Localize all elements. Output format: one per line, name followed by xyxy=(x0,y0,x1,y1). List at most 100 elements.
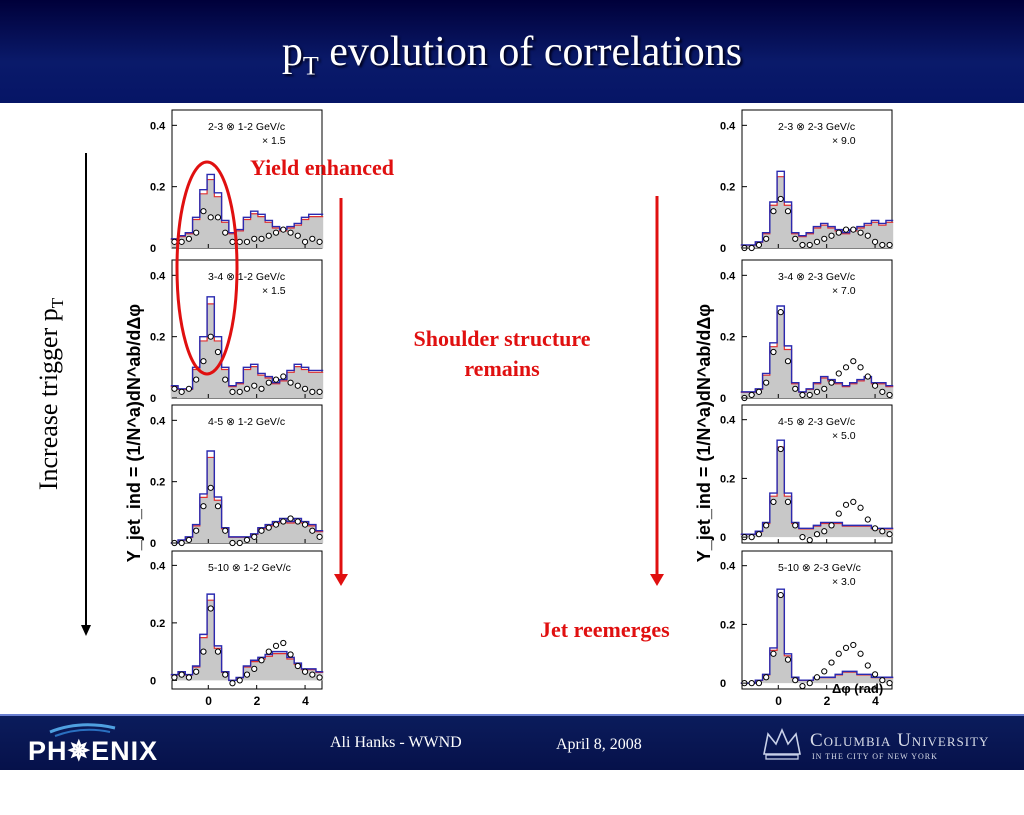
data-point xyxy=(193,527,200,534)
data-point xyxy=(850,498,857,505)
data-point xyxy=(229,539,236,547)
data-point xyxy=(200,358,207,365)
data-point xyxy=(287,379,294,386)
y-tick-label: 0.4 xyxy=(720,120,736,132)
data-point xyxy=(828,522,835,529)
panel-scale: × 1.5 xyxy=(262,285,286,297)
y-tick-label: 0 xyxy=(720,393,726,405)
data-point xyxy=(243,536,251,544)
y-tick-label: 0 xyxy=(720,532,726,544)
data-point xyxy=(178,539,185,547)
data-point xyxy=(178,388,185,395)
data-point xyxy=(864,232,871,239)
y-tick-label: 0.2 xyxy=(720,182,735,194)
x-tick-label: 2 xyxy=(824,694,831,708)
x-tick-label: 0 xyxy=(205,694,212,708)
y-tick-label: 0 xyxy=(150,243,156,255)
data-point xyxy=(799,682,806,690)
data-point xyxy=(879,241,886,249)
y-axis-label: Y_jet_ind = (1/N^a)dN^ab/dΔφ xyxy=(124,304,144,563)
data-point xyxy=(784,208,792,215)
panel-title: 5-10 ⊗ 2-3 GeV/c xyxy=(778,562,861,574)
data-point xyxy=(784,498,792,505)
data-point xyxy=(835,229,842,236)
data-point xyxy=(229,388,236,395)
data-point xyxy=(784,656,792,663)
data-point xyxy=(272,642,280,649)
data-point xyxy=(784,358,792,365)
data-point xyxy=(200,648,207,655)
data-point xyxy=(886,680,893,687)
y-tick-label: 0.4 xyxy=(720,561,736,573)
trigger-arrow-head xyxy=(81,625,91,636)
series-blue-histogram xyxy=(740,439,894,535)
data-point xyxy=(207,333,214,340)
data-point xyxy=(309,527,316,534)
y-tick-label: 0.4 xyxy=(720,270,736,282)
y-tick-label: 0 xyxy=(720,243,726,255)
data-point xyxy=(287,651,294,658)
y-tick-label: 0 xyxy=(720,678,726,690)
data-point xyxy=(763,379,770,386)
data-point xyxy=(806,536,813,544)
shoulder-line-2: remains xyxy=(464,356,540,381)
data-point xyxy=(842,644,850,651)
columbia-city-text: IN THE CITY OF NEW YORK xyxy=(812,752,938,761)
data-point xyxy=(243,238,251,245)
data-point xyxy=(806,391,813,399)
data-point xyxy=(792,385,799,392)
y-tick-label: 0 xyxy=(150,675,156,687)
data-point xyxy=(316,388,323,395)
panel-scale: × 5.0 xyxy=(832,430,856,442)
data-point xyxy=(222,229,229,236)
data-point xyxy=(748,680,755,687)
systematic-band xyxy=(170,600,324,681)
data-point xyxy=(272,229,280,236)
data-point xyxy=(821,528,828,535)
data-point xyxy=(316,238,323,245)
data-point xyxy=(842,226,850,233)
y-tick-label: 0.4 xyxy=(150,270,166,282)
y-tick-label: 0.4 xyxy=(150,415,166,427)
data-point xyxy=(770,498,777,505)
data-point xyxy=(265,232,272,239)
trigger-subscript: T xyxy=(48,297,68,309)
data-point xyxy=(886,391,893,399)
data-point xyxy=(309,671,316,678)
jet-reemerges-label: Jet reemerges xyxy=(540,617,670,642)
data-point xyxy=(207,605,214,612)
phenix-logo-icon xyxy=(49,723,116,737)
data-point xyxy=(200,503,207,510)
data-point xyxy=(280,226,287,233)
columbia-university-text: Columbia University xyxy=(810,730,990,751)
data-point xyxy=(748,244,755,252)
data-point xyxy=(236,539,243,547)
shoulder-line-1: Shoulder structure xyxy=(413,326,591,351)
data-point xyxy=(850,358,857,365)
data-point xyxy=(185,674,193,681)
data-point xyxy=(763,235,770,242)
data-point xyxy=(251,665,258,672)
data-point xyxy=(755,531,763,538)
series-blue-histogram xyxy=(740,170,894,246)
data-point xyxy=(857,229,864,236)
y-tick-label: 0.4 xyxy=(150,560,166,572)
data-point xyxy=(770,348,777,356)
data-point xyxy=(799,241,806,249)
data-point xyxy=(806,680,813,687)
data-point xyxy=(193,668,200,675)
data-point xyxy=(792,677,799,684)
data-point xyxy=(294,518,301,525)
data-point xyxy=(280,373,287,380)
data-point xyxy=(214,503,222,510)
data-point xyxy=(821,668,828,675)
panel-title: 2-3 ⊗ 1-2 GeV/c xyxy=(208,121,285,133)
systematic-band xyxy=(740,176,894,248)
data-point xyxy=(864,662,871,669)
data-point xyxy=(871,525,879,532)
data-point xyxy=(222,671,229,678)
series-blue-histogram xyxy=(170,593,324,682)
data-point xyxy=(171,385,178,392)
data-point xyxy=(864,516,871,523)
data-point xyxy=(886,531,893,538)
